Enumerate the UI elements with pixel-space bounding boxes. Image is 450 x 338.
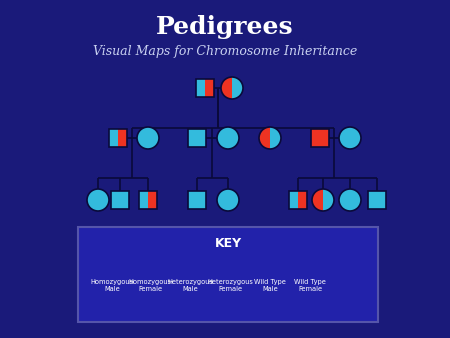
Text: KEY: KEY xyxy=(215,237,242,250)
Circle shape xyxy=(300,253,320,273)
Bar xyxy=(196,79,214,97)
Circle shape xyxy=(217,189,239,211)
Bar xyxy=(148,191,157,209)
Bar xyxy=(368,191,386,209)
Text: Visual Maps for Chromosome Inheritance: Visual Maps for Chromosome Inheritance xyxy=(93,45,357,58)
Bar xyxy=(109,129,127,147)
Wedge shape xyxy=(312,189,323,211)
Bar xyxy=(109,129,118,147)
Bar xyxy=(298,191,307,209)
Bar xyxy=(196,79,205,97)
Bar xyxy=(78,227,378,322)
Wedge shape xyxy=(220,253,230,273)
Wedge shape xyxy=(221,77,232,99)
Bar xyxy=(188,191,206,209)
Circle shape xyxy=(87,189,109,211)
Bar xyxy=(289,191,298,209)
Bar xyxy=(205,79,214,97)
Circle shape xyxy=(140,253,160,273)
Text: Wild Type
Male: Wild Type Male xyxy=(254,279,286,292)
Bar xyxy=(111,191,129,209)
Circle shape xyxy=(339,127,361,149)
Circle shape xyxy=(137,127,159,149)
Bar xyxy=(311,129,329,147)
Wedge shape xyxy=(232,77,243,99)
Bar xyxy=(139,191,148,209)
Bar xyxy=(104,255,121,271)
Wedge shape xyxy=(230,253,240,273)
Circle shape xyxy=(339,189,361,211)
Circle shape xyxy=(217,127,239,149)
Text: Wild Type
Female: Wild Type Female xyxy=(294,279,326,292)
Wedge shape xyxy=(259,127,270,149)
Text: Heterozygous
Male: Heterozygous Male xyxy=(167,279,213,292)
Bar xyxy=(289,191,307,209)
Bar xyxy=(181,255,190,271)
Text: Homozygous
Female: Homozygous Female xyxy=(129,279,171,292)
Bar xyxy=(181,255,198,271)
Text: Homozygous
Male: Homozygous Male xyxy=(90,279,134,292)
Bar xyxy=(190,255,198,271)
Text: Pedigrees: Pedigrees xyxy=(156,15,294,39)
Text: Heterozygous
Female: Heterozygous Female xyxy=(207,279,253,292)
Bar xyxy=(118,129,127,147)
Bar xyxy=(261,255,279,271)
Wedge shape xyxy=(270,127,281,149)
Bar xyxy=(188,129,206,147)
Bar xyxy=(139,191,157,209)
Wedge shape xyxy=(323,189,334,211)
